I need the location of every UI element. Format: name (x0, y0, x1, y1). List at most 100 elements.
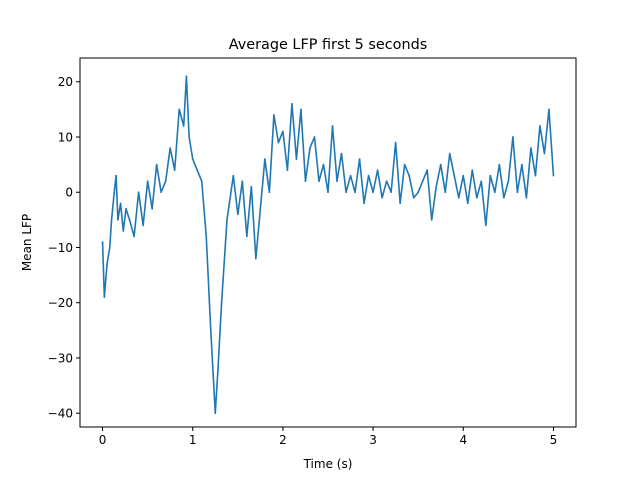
y-tick-label: −40 (48, 406, 73, 420)
data-point (408, 174, 410, 177)
data-point (196, 169, 199, 171)
data-point (385, 180, 388, 182)
data-point (142, 224, 144, 227)
axes-frame (79, 57, 577, 428)
data-point (318, 180, 320, 182)
data-point (516, 191, 519, 194)
data-point (525, 196, 528, 199)
data-point (421, 180, 424, 182)
plot-area (101, 75, 555, 414)
data-point (462, 174, 465, 177)
data-point (552, 174, 555, 177)
data-point (155, 163, 158, 166)
data-point (282, 130, 284, 133)
data-point (476, 196, 478, 199)
data-point (291, 103, 293, 105)
data-point (327, 191, 329, 194)
data-point (304, 180, 307, 182)
y-tick-label: −30 (48, 351, 73, 365)
data-point (110, 219, 113, 221)
data-point (453, 174, 456, 177)
y-axis: −40 −30 −20 −10 0 10 20 (48, 75, 80, 420)
data-point (503, 196, 505, 199)
data-point (372, 191, 374, 194)
data-point (521, 163, 523, 166)
data-point (146, 180, 149, 182)
data-point (209, 329, 212, 332)
data-point (122, 230, 125, 232)
x-tick-label: 0 (99, 433, 107, 447)
data-point (106, 263, 108, 265)
data-point (188, 136, 190, 138)
x-tick-label: 1 (189, 433, 197, 447)
data-point (367, 174, 370, 177)
data-point (117, 219, 119, 221)
x-tick-label: 4 (459, 433, 467, 447)
data-point (430, 219, 433, 221)
data-point (309, 147, 311, 149)
data-point (363, 202, 365, 205)
data-point (191, 158, 194, 160)
data-point (205, 235, 208, 238)
data-point (349, 174, 352, 177)
data-point (390, 191, 392, 194)
data-point (426, 169, 429, 171)
data-point (185, 75, 188, 78)
x-axis: 0 1 2 3 4 5 (99, 427, 558, 447)
data-point (113, 191, 116, 194)
data-point (331, 125, 334, 127)
data-point (200, 180, 203, 182)
data-point (173, 169, 176, 171)
data-point (471, 169, 474, 171)
data-point (259, 208, 262, 210)
data-point (548, 108, 550, 111)
x-tick-label: 5 (550, 433, 558, 447)
data-point (182, 125, 185, 127)
x-tick-label: 2 (279, 433, 287, 447)
data-point (543, 152, 546, 155)
data-point (336, 180, 338, 182)
chart-title: Average LFP first 5 seconds (229, 37, 427, 53)
y-tick-label: 10 (58, 130, 73, 144)
data-point (494, 191, 496, 194)
data-point (128, 219, 131, 221)
data-point (286, 169, 289, 171)
data-point (512, 136, 514, 138)
y-tick-label: 20 (58, 75, 73, 89)
data-point (340, 152, 343, 155)
data-point (354, 191, 356, 194)
data-point (151, 208, 153, 210)
data-point (412, 196, 415, 199)
data-point (237, 213, 239, 216)
data-point (507, 180, 510, 182)
data-point (485, 224, 487, 227)
data-point (268, 191, 271, 194)
data-point (345, 191, 347, 194)
data-point (133, 235, 135, 238)
data-point (101, 241, 104, 243)
data-point (444, 191, 447, 194)
data-point (439, 163, 442, 166)
data-point (394, 141, 397, 144)
data-point (539, 125, 541, 127)
data-point (417, 191, 419, 194)
data-point (103, 296, 106, 298)
data-point (403, 163, 406, 166)
data-point (250, 185, 253, 188)
data-point (255, 257, 257, 260)
data-point (137, 191, 140, 194)
data-point (313, 136, 316, 138)
data-point (376, 169, 379, 171)
data-point (226, 219, 228, 221)
data-point (232, 174, 235, 177)
data-point (534, 174, 537, 177)
data-point (164, 180, 167, 182)
data-point (125, 208, 127, 210)
data-point (435, 185, 438, 188)
x-axis-label: Time (s) (303, 457, 353, 471)
data-point (530, 147, 532, 149)
data-point (322, 163, 325, 166)
